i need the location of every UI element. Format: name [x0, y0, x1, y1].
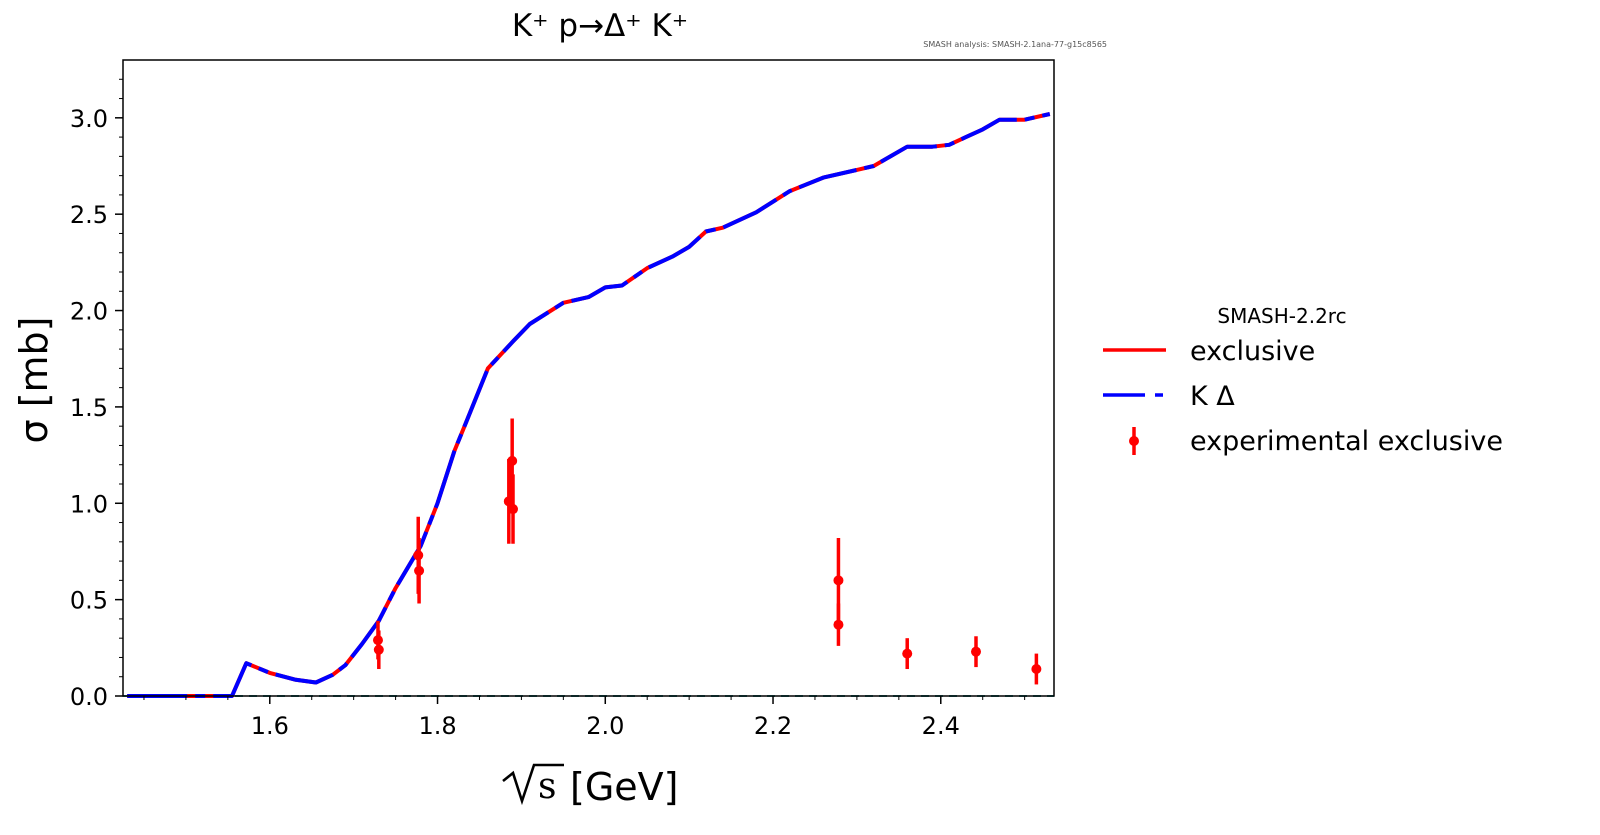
y-tick-label-0.5: 0.5: [70, 587, 108, 615]
x-axis-label: s [GeV]: [502, 763, 678, 809]
plot-frame: [122, 59, 1055, 697]
x-tick-label-2.2: 2.2: [754, 712, 792, 740]
legend-label-k-delta: K Δ: [1190, 381, 1235, 412]
y-tick-label-2.5: 2.5: [70, 201, 108, 229]
legend-label-exclusive: exclusive: [1190, 336, 1315, 367]
experimental-point-5: [507, 455, 518, 466]
legend-title: SMASH-2.2rc: [1217, 304, 1346, 328]
x-tick-label-1.6: 1.6: [251, 712, 289, 740]
plot-area: [123, 112, 1054, 698]
experimental-point-10: [970, 646, 981, 657]
y-axis-ticks: 0.0 0.5 1.0 1.5 2.0 2.5 3.0: [70, 78, 123, 711]
x-tick-label-2.0: 2.0: [586, 712, 624, 740]
x-axis-label-unit: [GeV]: [570, 765, 678, 809]
legend-swatch-experimental-marker: [1129, 436, 1139, 446]
x-axis-ticks: 1.6 1.8 2.0 2.2 2.4: [143, 696, 1026, 740]
y-tick-label-0.0: 0.0: [70, 683, 108, 711]
y-tick-label-1.0: 1.0: [70, 490, 108, 518]
legend-entry-exclusive: exclusive: [1103, 336, 1315, 367]
experimental-point-6: [508, 504, 519, 515]
exclusive-series-line: [127, 112, 1051, 698]
sqrt-symbol: [502, 763, 564, 806]
experimental-point-8: [833, 619, 844, 630]
chart-title: K⁺ p→Δ⁺ K⁺: [512, 8, 688, 44]
experimental-point-3: [414, 565, 425, 576]
x-tick-label-1.8: 1.8: [418, 712, 456, 740]
experimental-point-7: [833, 575, 844, 586]
x-axis-label-sqrt-arg: s: [538, 766, 556, 807]
experimental-point-11: [1031, 664, 1042, 675]
y-tick-label-2.0: 2.0: [70, 298, 108, 326]
experimental-point-9: [902, 648, 913, 659]
k-delta-series-line: [127, 112, 1051, 698]
y-tick-label-3.0: 3.0: [70, 105, 108, 133]
legend-entry-experimental: experimental exclusive: [1129, 426, 1503, 457]
y-tick-label-1.5: 1.5: [70, 394, 108, 422]
experimental-point-1: [373, 644, 384, 655]
legend: SMASH-2.2rc exclusive K Δ experimental e…: [1103, 304, 1503, 457]
chart-subtitle: SMASH analysis: SMASH-2.1ana-77-g15c8565: [923, 40, 1107, 49]
y-axis-label: σ [mb]: [12, 317, 56, 444]
legend-label-experimental: experimental exclusive: [1190, 426, 1503, 457]
x-tick-label-2.4: 2.4: [922, 712, 960, 740]
legend-entry-k-delta: K Δ: [1103, 381, 1235, 412]
